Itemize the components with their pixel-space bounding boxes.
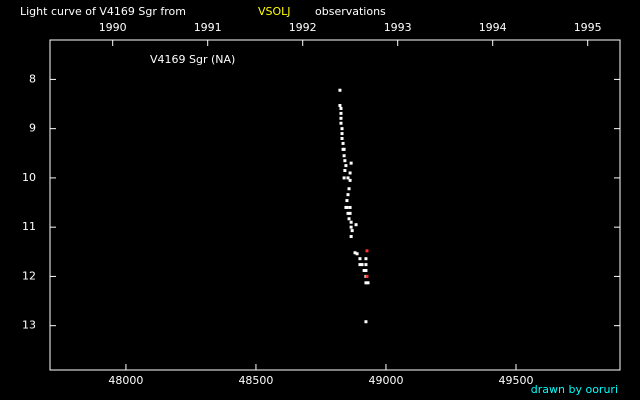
x-tick-label: 49500 bbox=[498, 374, 533, 387]
data-point bbox=[338, 88, 342, 92]
data-point bbox=[342, 147, 346, 151]
x2-tick-label: 1992 bbox=[289, 21, 317, 34]
x2-tick-label: 1993 bbox=[384, 21, 412, 34]
data-point bbox=[346, 211, 350, 215]
data-point bbox=[342, 176, 346, 180]
data-point bbox=[345, 199, 349, 203]
x2-tick-label: 1995 bbox=[574, 21, 602, 34]
data-point bbox=[360, 263, 364, 267]
data-point bbox=[348, 178, 352, 182]
data-point bbox=[364, 320, 368, 324]
y-tick-label: 11 bbox=[22, 220, 36, 233]
y-tick-label: 10 bbox=[22, 171, 36, 184]
data-point bbox=[364, 257, 368, 261]
x2-tick-label: 1994 bbox=[479, 21, 507, 34]
data-point bbox=[344, 164, 348, 168]
data-point bbox=[349, 225, 353, 229]
data-point bbox=[340, 127, 344, 131]
data-point bbox=[346, 193, 350, 197]
data-point bbox=[349, 220, 353, 224]
y-tick-label: 13 bbox=[22, 319, 36, 332]
y-tick-label: 12 bbox=[22, 269, 36, 282]
data-point bbox=[365, 274, 369, 278]
data-point bbox=[358, 263, 362, 267]
x-tick-label: 48500 bbox=[238, 374, 273, 387]
chart-title-source: VSOLJ bbox=[258, 5, 291, 18]
data-point bbox=[353, 251, 357, 255]
data-point bbox=[342, 154, 346, 158]
data-point bbox=[339, 111, 343, 115]
y-tick-label: 8 bbox=[29, 72, 36, 85]
data-point bbox=[348, 171, 352, 175]
data-point bbox=[364, 281, 368, 285]
x-tick-label: 48000 bbox=[108, 374, 143, 387]
data-point bbox=[340, 132, 344, 136]
data-point bbox=[365, 249, 369, 253]
data-point bbox=[339, 116, 343, 120]
data-point bbox=[340, 137, 344, 141]
data-point bbox=[349, 235, 353, 239]
data-point bbox=[338, 104, 342, 108]
data-point bbox=[344, 205, 348, 209]
annotation: V4169 Sgr (NA) bbox=[150, 53, 235, 66]
data-point bbox=[355, 252, 359, 256]
plot-frame bbox=[49, 39, 621, 371]
data-point bbox=[347, 217, 351, 221]
data-point bbox=[350, 229, 354, 233]
data-point bbox=[364, 263, 368, 267]
data-point bbox=[346, 176, 350, 180]
data-point bbox=[343, 169, 347, 173]
data-point bbox=[364, 269, 368, 273]
data-point bbox=[362, 269, 366, 273]
data-point bbox=[343, 159, 347, 163]
credit: drawn by ooruri bbox=[531, 383, 618, 396]
data-point bbox=[347, 187, 351, 191]
data-point bbox=[339, 121, 343, 125]
x2-tick-label: 1990 bbox=[99, 21, 127, 34]
x-tick-label: 49000 bbox=[368, 374, 403, 387]
y-tick-label: 9 bbox=[29, 122, 36, 135]
x2-tick-label: 1991 bbox=[194, 21, 222, 34]
data-point bbox=[358, 257, 362, 261]
data-point bbox=[354, 223, 358, 227]
chart-title-suffix: observations bbox=[315, 5, 386, 18]
data-point bbox=[339, 106, 343, 110]
data-point bbox=[349, 161, 353, 165]
data-point bbox=[348, 205, 352, 209]
data-point bbox=[341, 141, 345, 145]
data-point bbox=[366, 281, 370, 285]
chart-title: Light curve of V4169 Sgr from bbox=[20, 5, 186, 18]
data-point bbox=[348, 211, 352, 215]
